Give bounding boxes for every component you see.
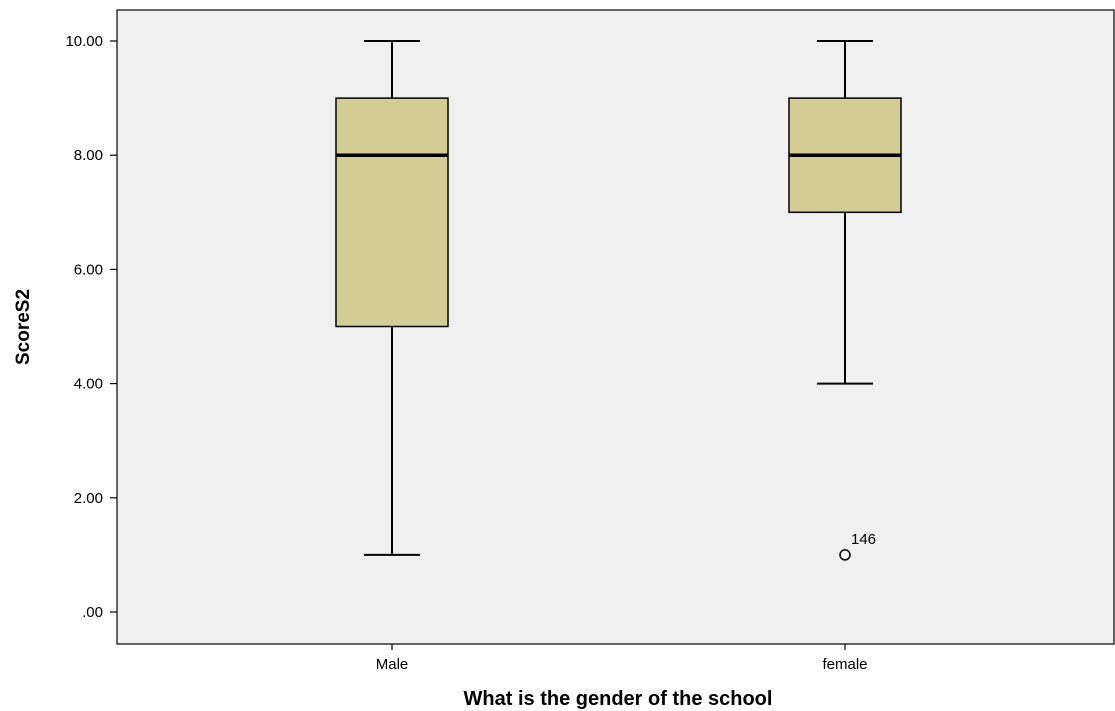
iqr-box <box>335 97 449 328</box>
y-axis: .00 2.00 4.00 6.00 8.00 10.00 <box>65 33 117 621</box>
y-tick-label: 10.00 <box>65 33 103 50</box>
y-tick-label: 4.00 <box>74 376 103 393</box>
y-tick-label: 6.00 <box>74 261 103 278</box>
x-tick-label: female <box>822 656 867 673</box>
boxes-group: 146 <box>335 40 902 561</box>
y-axis-title: ScoreS2 <box>13 289 34 365</box>
plot-area <box>116 9 1115 645</box>
y-tick-label: .00 <box>82 604 103 621</box>
x-tick-label: Male <box>376 656 409 673</box>
outlier-label: 146 <box>851 531 876 548</box>
outlier-point <box>839 549 851 561</box>
x-axis: Male female <box>376 644 868 673</box>
box-male <box>335 40 449 556</box>
box-female: 146 <box>788 40 902 561</box>
y-tick-label: 2.00 <box>74 490 103 507</box>
x-axis-title: What is the gender of the school <box>464 688 773 710</box>
y-tick-label: 8.00 <box>74 147 103 164</box>
